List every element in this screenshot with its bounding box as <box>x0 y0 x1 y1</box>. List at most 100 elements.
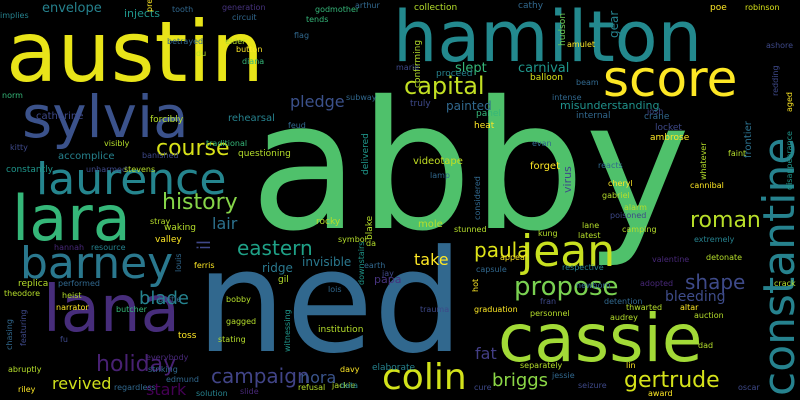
word-diana: diana <box>242 57 265 66</box>
word-roman: roman <box>690 208 761 233</box>
word-du: du <box>196 49 207 58</box>
word-questioning: questioning <box>238 149 291 159</box>
word-rehearsal: rehearsal <box>228 113 275 124</box>
word-forcibly: forcibly <box>150 115 184 125</box>
word-truly: truly <box>410 99 431 109</box>
word-capsule: capsule <box>476 265 507 274</box>
word-kung: kung <box>538 229 558 238</box>
word-locket: locket <box>655 123 682 133</box>
word-colin: colin <box>382 357 467 398</box>
word-dad: dad <box>698 341 714 350</box>
word-jay: jay <box>382 269 394 278</box>
word-stunned: stunned <box>454 225 487 234</box>
word-stating: stating <box>218 335 246 344</box>
word-painted: painted <box>446 99 492 113</box>
word-subway: subway <box>346 93 377 102</box>
word-jean: jean <box>521 226 616 277</box>
word-lane: lane <box>582 221 600 230</box>
word-personnel: personnel <box>530 309 570 318</box>
word-audrey: audrey <box>610 313 638 322</box>
word-austin: austin <box>6 3 264 101</box>
word-arthur: arthur <box>355 1 380 10</box>
word-disappearance: disappearance <box>785 131 794 190</box>
word-flag: flag <box>294 31 310 40</box>
word-faint: faint <box>728 149 747 158</box>
word-gagged: gagged <box>226 317 257 326</box>
word-beam: beam <box>576 78 599 87</box>
word-paula: paula <box>474 238 530 262</box>
word-blake: blake <box>365 215 375 240</box>
word-featuring: featuring <box>19 309 28 346</box>
word-thwarted: thwarted <box>626 303 663 312</box>
word-fu: fu <box>60 335 68 344</box>
word-shape: shape <box>685 270 746 294</box>
word-earth: earth <box>364 261 386 270</box>
word-unharmed: unharmed <box>86 165 128 174</box>
word-jessie: jessie <box>552 371 575 380</box>
word-intense: intense <box>552 93 582 102</box>
word-evan: evan <box>532 139 552 148</box>
word-institution: institution <box>318 325 364 335</box>
word-hannah: hannah <box>54 243 85 252</box>
word-award: award <box>648 389 673 398</box>
word-robinson: robinson <box>745 3 780 12</box>
word-refusal: refusal <box>298 383 326 392</box>
word-traditional: traditional <box>206 139 248 148</box>
word-ferris: ferris <box>194 261 215 270</box>
word-riley: riley <box>18 385 36 394</box>
word-button: button <box>236 45 263 54</box>
word-catherine: catherine <box>36 111 84 122</box>
word-amulet: amulet <box>567 40 596 49</box>
word-trauma: trauma <box>420 305 450 314</box>
word-symbol: symbol <box>338 235 367 244</box>
word-auction: auction <box>694 311 724 320</box>
word-norm: norm <box>2 91 23 100</box>
word-campaign: campaign <box>211 364 310 388</box>
word-take: take <box>414 250 449 269</box>
word-davy: davy <box>340 365 360 374</box>
word-mole: mole <box>418 219 443 230</box>
word-replica: replica <box>18 279 49 289</box>
word-blade: blade <box>139 288 189 309</box>
word-stark: stark <box>146 380 187 399</box>
word-cathy: cathy <box>518 1 544 11</box>
word-whatever: whatever <box>699 142 708 180</box>
word-respective: respective <box>562 263 604 272</box>
word-course: course <box>156 136 230 161</box>
word-capital: capital <box>404 72 485 100</box>
word-proceed: proceed <box>436 69 473 79</box>
word-nora: nora <box>300 368 337 387</box>
word-data: data <box>340 381 359 390</box>
word-papa: papa <box>374 273 402 286</box>
word-da: da <box>366 239 376 248</box>
word-invisible: invisible <box>302 255 352 269</box>
word-newborn: newborn <box>576 281 611 290</box>
word-abby: abby <box>250 63 691 270</box>
word-lana: lana <box>43 273 180 347</box>
word-gertrude: gertrude <box>624 368 720 393</box>
word-slide: slide <box>240 387 259 396</box>
word-il: il <box>194 239 215 250</box>
word-sylvia: sylvia <box>22 83 189 151</box>
word-circuit: circuit <box>232 13 257 22</box>
word-poe: poe <box>710 3 727 13</box>
word-briggs: briggs <box>492 370 549 391</box>
word-eastern: eastern <box>237 236 313 260</box>
word-poisoned: poisoned <box>610 211 647 220</box>
word-cheryl: cheryl <box>608 179 633 188</box>
word-elder: elder <box>225 37 246 46</box>
word-betrayed: betrayed <box>167 37 204 46</box>
word-kitty: kitty <box>10 143 28 152</box>
word-gabriel: gabriel <box>602 191 630 200</box>
word-hamilton: hamilton <box>393 0 702 78</box>
word-appeal: appeal <box>500 253 528 262</box>
word-gil: gil <box>278 275 289 285</box>
word-rocky: rocky <box>316 217 341 227</box>
word-josh: josh <box>647 107 664 116</box>
word-narrator: narrator <box>56 303 89 312</box>
word-regardless: regardless <box>114 383 156 392</box>
word-theodore: theodore <box>4 289 41 298</box>
word-alarm: alarm <box>624 203 647 212</box>
word-stray: stray <box>150 217 171 226</box>
